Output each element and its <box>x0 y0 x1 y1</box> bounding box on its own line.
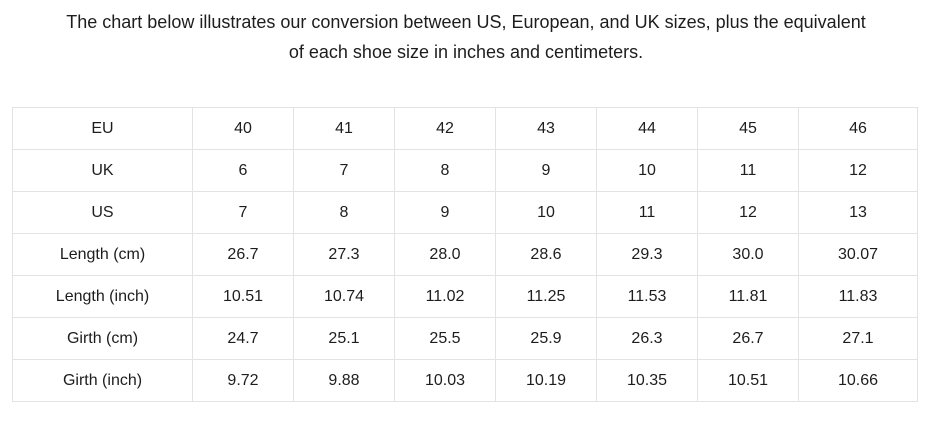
table-cell: 26.7 <box>697 317 799 360</box>
table-cell: 40 <box>192 107 294 150</box>
table-cell: 12 <box>798 149 918 192</box>
table-cell: 30.07 <box>798 233 918 276</box>
table-cell: 7 <box>293 149 395 192</box>
page-heading: The chart below illustrates our conversi… <box>0 0 932 67</box>
table-cell: 11.53 <box>596 275 698 318</box>
table-cell: 46 <box>798 107 918 150</box>
table-cell: 8 <box>293 191 395 234</box>
row-label: Girth (inch) <box>12 359 193 402</box>
table-cell: 11.02 <box>394 275 496 318</box>
table-cell: 28.0 <box>394 233 496 276</box>
heading-line-2: of each shoe size in inches and centimet… <box>288 42 644 62</box>
table-cell: 30.0 <box>697 233 799 276</box>
row-label: EU <box>12 107 193 150</box>
table-cell: 27.3 <box>293 233 395 276</box>
table-cell: 8 <box>394 149 496 192</box>
table-cell: 10.66 <box>798 359 918 402</box>
table-cell: 25.9 <box>495 317 597 360</box>
row-label: Girth (cm) <box>12 317 193 360</box>
table-cell: 26.3 <box>596 317 698 360</box>
table-row: UK 6 7 8 9 10 11 12 <box>12 149 918 192</box>
table-cell: 11.81 <box>697 275 799 318</box>
table-cell: 41 <box>293 107 395 150</box>
table-cell: 42 <box>394 107 496 150</box>
row-label: US <box>12 191 193 234</box>
row-label: Length (cm) <box>12 233 193 276</box>
table-cell: 6 <box>192 149 294 192</box>
table-row: Girth (cm) 24.7 25.1 25.5 25.9 26.3 26.7… <box>12 317 918 360</box>
table-cell: 10.03 <box>394 359 496 402</box>
table-cell: 24.7 <box>192 317 294 360</box>
page: The chart below illustrates our conversi… <box>0 0 932 402</box>
table-cell: 10.51 <box>697 359 799 402</box>
table-cell: 11 <box>596 191 698 234</box>
table-cell: 11 <box>697 149 799 192</box>
table-cell: 9 <box>495 149 597 192</box>
table-cell: 28.6 <box>495 233 597 276</box>
row-label: Length (inch) <box>12 275 193 318</box>
table-cell: 26.7 <box>192 233 294 276</box>
table-row: US 7 8 9 10 11 12 13 <box>12 191 918 234</box>
table-cell: 29.3 <box>596 233 698 276</box>
table-cell: 10 <box>596 149 698 192</box>
table-cell: 9.88 <box>293 359 395 402</box>
table-cell: 13 <box>798 191 918 234</box>
table-cell: 9 <box>394 191 496 234</box>
table-cell: 12 <box>697 191 799 234</box>
table-row: EU 40 41 42 43 44 45 46 <box>12 107 918 150</box>
heading-line-1: The chart below illustrates our conversi… <box>66 12 866 32</box>
table-cell: 10.35 <box>596 359 698 402</box>
table-cell: 43 <box>495 107 597 150</box>
size-conversion-table: EU 40 41 42 43 44 45 46 UK 6 7 8 9 10 11… <box>12 107 918 402</box>
table-cell: 25.5 <box>394 317 496 360</box>
table-cell: 10.51 <box>192 275 294 318</box>
table-cell: 9.72 <box>192 359 294 402</box>
table-cell: 7 <box>192 191 294 234</box>
table-cell: 11.25 <box>495 275 597 318</box>
table-row: Girth (inch) 9.72 9.88 10.03 10.19 10.35… <box>12 359 918 402</box>
table-cell: 27.1 <box>798 317 918 360</box>
row-label: UK <box>12 149 193 192</box>
table-row: Length (inch) 10.51 10.74 11.02 11.25 11… <box>12 275 918 318</box>
table-cell: 10.19 <box>495 359 597 402</box>
table-cell: 10 <box>495 191 597 234</box>
table-cell: 45 <box>697 107 799 150</box>
table-cell: 44 <box>596 107 698 150</box>
table-row: Length (cm) 26.7 27.3 28.0 28.6 29.3 30.… <box>12 233 918 276</box>
table-cell: 11.83 <box>798 275 918 318</box>
table-cell: 10.74 <box>293 275 395 318</box>
table-cell: 25.1 <box>293 317 395 360</box>
